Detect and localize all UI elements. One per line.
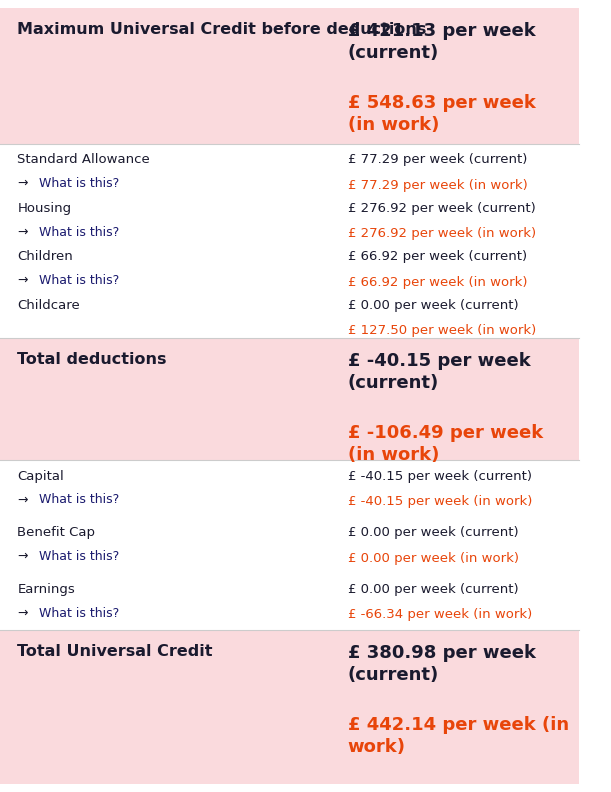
Text: £ 276.92 per week (in work): £ 276.92 per week (in work) <box>348 227 536 240</box>
Text: £ 77.29 per week (in work): £ 77.29 per week (in work) <box>348 179 527 192</box>
Text: £ -106.49 per week
(in work): £ -106.49 per week (in work) <box>348 424 543 464</box>
Text: £ 548.63 per week
(in work): £ 548.63 per week (in work) <box>348 94 535 135</box>
Text: Maximum Universal Credit before deductions: Maximum Universal Credit before deductio… <box>17 22 426 37</box>
Text: £ 276.92 per week (current): £ 276.92 per week (current) <box>348 202 535 215</box>
Text: Total deductions: Total deductions <box>17 352 167 367</box>
Text: £ 0.00 per week (current): £ 0.00 per week (current) <box>348 526 518 539</box>
Text: £ 421.13 per week
(current): £ 421.13 per week (current) <box>348 22 535 63</box>
Text: Housing: Housing <box>17 202 71 215</box>
Text: →: → <box>17 274 28 287</box>
Text: £ 66.92 per week (current): £ 66.92 per week (current) <box>348 250 527 263</box>
Text: →: → <box>17 607 28 619</box>
Text: What is this?: What is this? <box>39 607 120 619</box>
Text: £ 380.98 per week
(current): £ 380.98 per week (current) <box>348 644 536 684</box>
Text: What is this?: What is this? <box>39 493 120 506</box>
Text: £ -40.15 per week (in work): £ -40.15 per week (in work) <box>348 495 532 508</box>
Text: Earnings: Earnings <box>17 583 75 596</box>
Text: £ -66.34 per week (in work): £ -66.34 per week (in work) <box>348 608 532 621</box>
Text: £ 0.00 per week (current): £ 0.00 per week (current) <box>348 583 518 596</box>
Text: £ 0.00 per week (in work): £ 0.00 per week (in work) <box>348 551 519 565</box>
Text: →: → <box>17 493 28 506</box>
Text: →: → <box>17 550 28 563</box>
Bar <box>0 630 579 784</box>
Text: £ 77.29 per week (current): £ 77.29 per week (current) <box>348 154 527 166</box>
Text: £ 0.00 per week (current): £ 0.00 per week (current) <box>348 299 518 311</box>
Bar <box>0 337 579 460</box>
Text: What is this?: What is this? <box>39 550 120 563</box>
Bar <box>0 8 579 144</box>
Text: Standard Allowance: Standard Allowance <box>17 154 150 166</box>
Text: Childcare: Childcare <box>17 299 80 311</box>
Text: £ 442.14 per week (in
work): £ 442.14 per week (in work) <box>348 716 569 756</box>
Text: Capital: Capital <box>17 470 64 482</box>
Bar <box>0 460 579 630</box>
Text: What is this?: What is this? <box>39 274 120 287</box>
Bar <box>0 144 579 337</box>
Text: What is this?: What is this? <box>39 226 120 238</box>
Text: →: → <box>17 226 28 238</box>
Text: What is this?: What is this? <box>39 177 120 190</box>
Text: £ 127.50 per week (in work): £ 127.50 per week (in work) <box>348 324 536 337</box>
Text: →: → <box>17 177 28 190</box>
Text: £ 66.92 per week (in work): £ 66.92 per week (in work) <box>348 276 527 288</box>
Text: £ -40.15 per week
(current): £ -40.15 per week (current) <box>348 352 530 392</box>
Text: Children: Children <box>17 250 73 263</box>
Text: £ -40.15 per week (current): £ -40.15 per week (current) <box>348 470 532 482</box>
Text: Benefit Cap: Benefit Cap <box>17 526 95 539</box>
Text: Total Universal Credit: Total Universal Credit <box>17 644 213 659</box>
